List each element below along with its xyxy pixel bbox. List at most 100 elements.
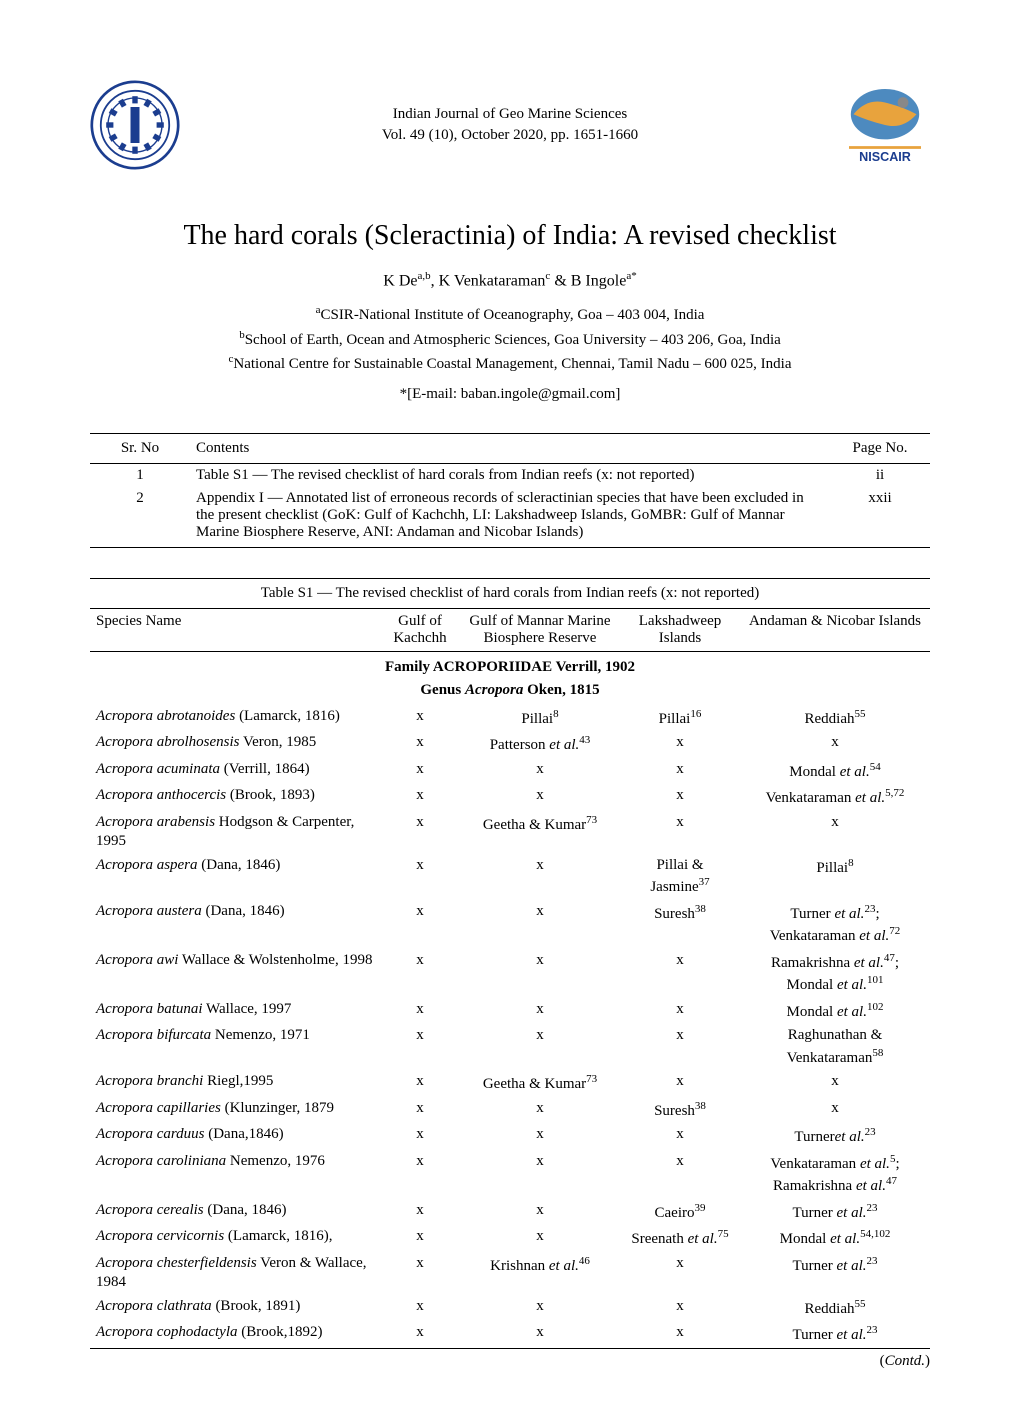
csir-logo [90, 80, 180, 170]
cell-andaman: Venkataraman et al.5; Ramakrishna et al.… [740, 1150, 930, 1199]
cell-andaman: Turneret al.23 [740, 1123, 930, 1150]
cell-mannar: x [460, 1123, 620, 1150]
species-name-cell: Acropora bifurcata Nemenzo, 1971 [90, 1024, 380, 1070]
table-row: Acropora abrolhosensis Veron, 1985xPatte… [90, 731, 930, 758]
cell-mannar: Patterson et al.43 [460, 731, 620, 758]
cell-gulf: x [380, 1024, 460, 1070]
table-row: Acropora abrotanoides (Lamarck, 1816)xPi… [90, 705, 930, 732]
cell-laksha: x [620, 1295, 740, 1322]
table-row: Acropora arabensis Hodgson & Carpenter, … [90, 811, 930, 854]
contents-row: 2Appendix I — Annotated list of erroneou… [90, 487, 930, 548]
species-name-cell: Acropora awi Wallace & Wolstenholme, 199… [90, 949, 380, 998]
authors: K Dea,b, K Venkataramanc & B Ingolea* [90, 270, 930, 290]
species-name-cell: Acropora abrotanoides (Lamarck, 1816) [90, 705, 380, 732]
table-row: Acropora cophodactyla (Brook,1892)xxxTur… [90, 1321, 930, 1348]
table-footer: (Contd.) [90, 1348, 930, 1370]
cell-laksha: x [620, 1024, 740, 1070]
journal-vol: Vol. 49 (10), October 2020, pp. 1651-166… [382, 125, 638, 146]
cell-gulf: x [380, 998, 460, 1025]
table-row: Acropora caroliniana Nemenzo, 1976xxxVen… [90, 1150, 930, 1199]
cell-gulf: x [380, 949, 460, 998]
species-name-cell: Acropora anthocercis (Brook, 1893) [90, 784, 380, 811]
species-name-cell: Acropora abrolhosensis Veron, 1985 [90, 731, 380, 758]
species-name-cell: Acropora arabensis Hodgson & Carpenter, … [90, 811, 380, 854]
species-name-cell: Acropora cervicornis (Lamarck, 1816), [90, 1225, 380, 1252]
contents-header-row: Sr. No Contents Page No. [90, 433, 930, 463]
cell-mannar: x [460, 758, 620, 785]
cell-laksha: x [620, 998, 740, 1025]
cell-andaman: Turner et al.23 [740, 1199, 930, 1226]
table-row: Acropora clathrata (Brook, 1891)xxxReddi… [90, 1295, 930, 1322]
cell-laksha: Sreenath et al.75 [620, 1225, 740, 1252]
cell-laksha: x [620, 1123, 740, 1150]
cell-mannar: x [460, 1097, 620, 1124]
cell-gulf: x [380, 1295, 460, 1322]
cell-laksha: Pillai16 [620, 705, 740, 732]
cell-laksha: x [620, 758, 740, 785]
cell-laksha: Suresh38 [620, 900, 740, 949]
cell-gulf: x [380, 1225, 460, 1252]
contd-label: Contd. [885, 1353, 925, 1369]
hdr-species: Species Name [90, 609, 380, 652]
cell-andaman: Pillai8 [740, 854, 930, 900]
contents-page: xxii [830, 487, 930, 548]
table-row: Acropora anthocercis (Brook, 1893)xxxVen… [90, 784, 930, 811]
hdr-gulf: Gulf of Kachchh [380, 609, 460, 652]
table-row: Acropora bifurcata Nemenzo, 1971xxxRaghu… [90, 1024, 930, 1070]
cell-gulf: x [380, 1321, 460, 1348]
cell-andaman: x [740, 731, 930, 758]
cell-mannar: x [460, 1199, 620, 1226]
family-name: Family ACROPORIIDAE Verrill, 1902 [90, 651, 930, 679]
species-name-cell: Acropora aspera (Dana, 1846) [90, 854, 380, 900]
cell-mannar: x [460, 1150, 620, 1199]
header-row: Indian Journal of Geo Marine Sciences Vo… [90, 80, 930, 170]
cell-gulf: x [380, 811, 460, 854]
niscair-logo: NISCAIR [840, 80, 930, 170]
hdr-mannar: Gulf of Mannar Marine Biosphere Reserve [460, 609, 620, 652]
corresponding-email: *[E-mail: baban.ingole@gmail.com] [90, 386, 930, 403]
cell-laksha: x [620, 1252, 740, 1295]
cell-laksha: x [620, 1321, 740, 1348]
table-row: Acropora carduus (Dana,1846)xxxTurneret … [90, 1123, 930, 1150]
cell-gulf: x [380, 1150, 460, 1199]
genus-name-cell: Genus Acropora Oken, 1815 [90, 679, 930, 705]
table-row: Acropora cerealis (Dana, 1846)xxCaeiro39… [90, 1199, 930, 1226]
contents-table: Sr. No Contents Page No. 1Table S1 — The… [90, 433, 930, 548]
cell-gulf: x [380, 1097, 460, 1124]
cell-mannar: x [460, 1225, 620, 1252]
species-name-cell: Acropora cerealis (Dana, 1846) [90, 1199, 380, 1226]
table-row: Acropora awi Wallace & Wolstenholme, 199… [90, 949, 930, 998]
cell-andaman: Turner et al.23 [740, 1252, 930, 1295]
cell-andaman: x [740, 1070, 930, 1097]
cell-mannar: Geetha & Kumar73 [460, 811, 620, 854]
cell-laksha: x [620, 811, 740, 854]
cell-andaman: Ramakrishna et al.47; Mondal et al.101 [740, 949, 930, 998]
cell-gulf: x [380, 1252, 460, 1295]
cell-laksha: x [620, 731, 740, 758]
affiliation-c: cNational Centre for Sustainable Coastal… [90, 351, 930, 376]
cell-gulf: x [380, 854, 460, 900]
contents-sr: 1 [90, 463, 190, 487]
species-name-cell: Acropora cophodactyla (Brook,1892) [90, 1321, 380, 1348]
cell-andaman: Venkataraman et al.5,72 [740, 784, 930, 811]
species-name-cell: Acropora branchi Riegl,1995 [90, 1070, 380, 1097]
contents-sr: 2 [90, 487, 190, 548]
hdr-laksha: Lakshadweep Islands [620, 609, 740, 652]
cell-mannar: x [460, 949, 620, 998]
cell-andaman: Turner et al.23 [740, 1321, 930, 1348]
cell-gulf: x [380, 1123, 460, 1150]
species-section: Table S1 — The revised checklist of hard… [90, 578, 930, 1370]
cell-laksha: x [620, 784, 740, 811]
genus-prefix: Genus [420, 682, 465, 698]
cell-laksha: Pillai & Jasmine37 [620, 854, 740, 900]
table-row: Acropora austera (Dana, 1846)xxSuresh38T… [90, 900, 930, 949]
table-row: Acropora batunai Wallace, 1997xxxMondal … [90, 998, 930, 1025]
species-name-cell: Acropora austera (Dana, 1846) [90, 900, 380, 949]
page-title: The hard corals (Scleractinia) of India:… [90, 220, 930, 252]
table-row: Acropora aspera (Dana, 1846)xxPillai & J… [90, 854, 930, 900]
cell-gulf: x [380, 784, 460, 811]
contents-page: ii [830, 463, 930, 487]
cell-mannar: x [460, 784, 620, 811]
cell-mannar: Krishnan et al.46 [460, 1252, 620, 1295]
hdr-page: Page No. [830, 433, 930, 463]
